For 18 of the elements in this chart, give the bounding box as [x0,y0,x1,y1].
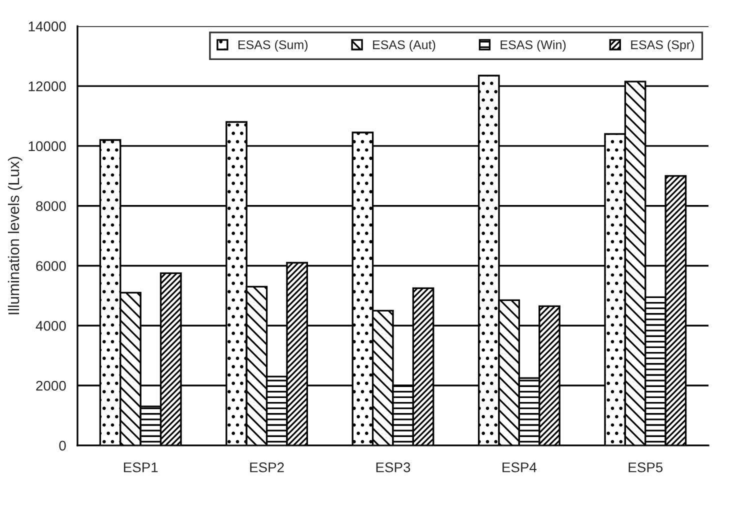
y-axis-title: Illumination levels (Lux) [8,156,22,314]
x-tick-label: ESP5 [628,462,663,472]
legend-label: ESAS (Spr) [631,40,694,52]
legend-label: ESAS (Win) [500,40,566,52]
y-tick-label: 6000 [36,261,66,271]
x-tick-label: ESP4 [502,462,537,472]
y-tick-label: 8000 [36,201,66,212]
y-tick-label: 10000 [28,141,66,152]
legend-label: ESAS (Sum) [238,40,308,52]
y-tick-label: 4000 [36,320,66,331]
legend-label: ESAS (Aut) [373,40,436,52]
y-tick-label: 14000 [28,22,66,32]
x-tick-label: ESP2 [250,462,284,472]
x-tick-label: ESP3 [376,462,410,472]
x-tick-label: ESP1 [124,462,158,472]
y-tick-label: 12000 [28,81,66,92]
y-tick-label: 2000 [36,380,66,391]
y-tick-label: 0 [59,440,66,451]
